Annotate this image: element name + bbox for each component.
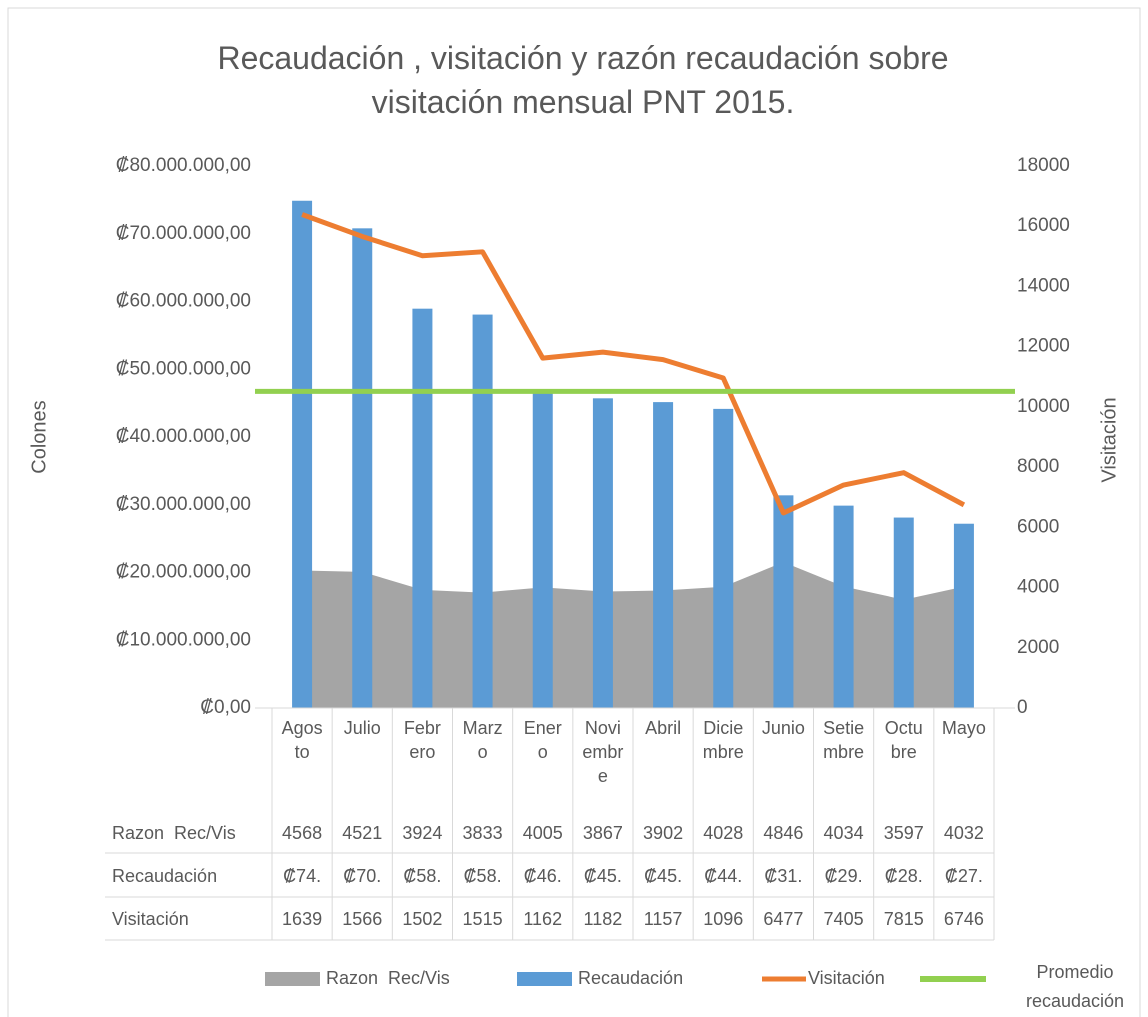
table-cell: 3924 (402, 823, 443, 843)
x-tick-label: Noviembre (582, 718, 624, 786)
y-tick-label: ₡70.000.000,00 (116, 223, 251, 244)
table-cell: 1182 (583, 909, 623, 929)
y2-tick-label: 6000 (1017, 516, 1059, 537)
x-tick-label: Setiembre (823, 718, 865, 762)
table-cell: 1162 (523, 909, 563, 929)
y2-tick-label: 10000 (1017, 396, 1070, 417)
y-tick-label: ₡80.000.000,00 (116, 155, 251, 176)
legend-label: Recaudación (578, 968, 684, 988)
bar (352, 228, 373, 708)
bar (592, 398, 613, 708)
x-tick-label: Marzo (462, 718, 503, 762)
table-cell: 3597 (883, 823, 924, 843)
table-cell: ₡45. (644, 866, 683, 886)
y2-tick-label: 16000 (1017, 215, 1070, 236)
x-tick-label: Enero (523, 718, 562, 762)
y-tick-label: ₡40.000.000,00 (116, 426, 251, 447)
table-cell: 1502 (402, 909, 443, 929)
bar (713, 408, 734, 708)
table-cell: 4034 (823, 823, 864, 843)
table-row-label: Visitación (112, 909, 189, 929)
legend-label: Razon Rec/Vis (326, 968, 450, 988)
table-cell: ₡31. (764, 866, 803, 886)
bar (412, 308, 433, 708)
table-cell: ₡45. (583, 866, 622, 886)
y2-tick-label: 4000 (1017, 577, 1059, 598)
table-cell: 1096 (703, 909, 744, 929)
legend-label: Visitación (808, 968, 885, 988)
x-tick-label: Agosto (281, 718, 323, 762)
table-cell: 3902 (643, 823, 684, 843)
bar (532, 392, 553, 708)
y2-tick-label: 2000 (1017, 637, 1059, 658)
table-cell: 4032 (943, 823, 984, 843)
table-cell: ₡27. (944, 866, 983, 886)
y2-tick-label: 0 (1017, 697, 1028, 718)
table-cell: ₡74. (283, 866, 322, 886)
table-cell: 4568 (282, 823, 323, 843)
y-tick-label: ₡10.000.000,00 (116, 629, 251, 650)
area (302, 562, 964, 708)
bar (653, 402, 674, 708)
table-cell: ₡70. (343, 866, 382, 886)
table-cell: 4005 (522, 823, 563, 843)
table-cell: ₡58. (463, 866, 502, 886)
table-cell: ₡46. (523, 866, 562, 886)
table-cell: 1515 (462, 909, 503, 929)
table-cell: 4846 (763, 823, 804, 843)
x-tick-label: Junio (761, 718, 805, 738)
y2-axis-title: Visitación (1098, 397, 1120, 482)
y-tick-label: ₡20.000.000,00 (116, 562, 251, 583)
legend-swatch (517, 972, 572, 986)
y2-tick-label: 8000 (1017, 456, 1059, 477)
table-cell: 3833 (462, 823, 503, 843)
chart-border (7, 7, 1141, 1017)
legend-swatch (265, 972, 320, 986)
line (301, 212, 966, 516)
table-cell: ₡28. (884, 866, 923, 886)
table-cell: 4028 (703, 823, 744, 843)
y-tick-label: ₡0,00 (200, 697, 251, 718)
y-tick-label: ₡60.000.000,00 (116, 291, 251, 312)
bar (893, 517, 914, 708)
bar (292, 200, 313, 709)
x-tick-label: Diciembre (702, 718, 744, 762)
table-cell: 7815 (883, 909, 924, 929)
table-cell: ₡29. (824, 866, 863, 886)
x-tick-label: Mayo (941, 718, 986, 738)
y-axis-title: Colones (28, 400, 50, 473)
table-cell: 6746 (943, 909, 984, 929)
y2-tick-label: 18000 (1017, 155, 1070, 176)
table-cell: 1566 (342, 909, 383, 929)
x-tick-label: Febrero (403, 718, 441, 762)
table-cell: 6477 (763, 909, 804, 929)
y-tick-label: ₡50.000.000,00 (116, 358, 251, 379)
x-tick-label: Julio (343, 718, 381, 738)
bar (773, 495, 794, 708)
bar (833, 505, 854, 708)
table-cell: ₡58. (403, 866, 442, 886)
bar (472, 314, 493, 708)
table-cell: 3867 (582, 823, 623, 843)
y2-tick-label: 12000 (1017, 336, 1070, 357)
x-tick-label: Abril (645, 718, 682, 738)
bar (953, 523, 974, 708)
table-cell: 1639 (282, 909, 323, 929)
table-row-label: Recaudación (112, 866, 218, 886)
table-cell: 7405 (823, 909, 864, 929)
chart-title: Recaudación , visitación y razón recauda… (217, 40, 949, 120)
table-row-label: Razon Rec/Vis (112, 823, 236, 843)
legend-label: Promedio recaudación (1025, 962, 1125, 1011)
y2-tick-label: 14000 (1017, 275, 1070, 296)
x-tick-label: Octubre (884, 718, 923, 762)
table-cell: ₡44. (704, 866, 743, 886)
table-cell: 4521 (342, 823, 383, 843)
table-cell: 1157 (643, 909, 683, 929)
y-tick-label: ₡30.000.000,00 (116, 494, 251, 515)
